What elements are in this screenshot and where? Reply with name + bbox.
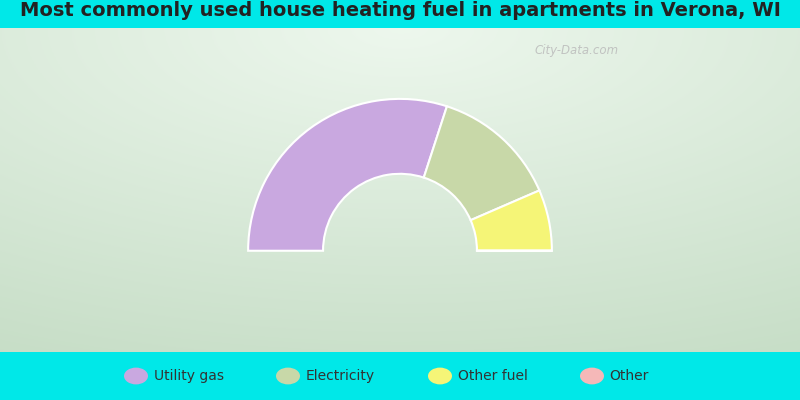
Ellipse shape: [276, 368, 300, 384]
Wedge shape: [470, 190, 552, 251]
Text: City-Data.com: City-Data.com: [534, 44, 618, 57]
Text: Other fuel: Other fuel: [458, 369, 527, 383]
Text: Electricity: Electricity: [306, 369, 374, 383]
Text: Utility gas: Utility gas: [154, 369, 224, 383]
Text: Most commonly used house heating fuel in apartments in Verona, WI: Most commonly used house heating fuel in…: [19, 0, 781, 20]
Wedge shape: [248, 99, 447, 251]
Wedge shape: [424, 106, 539, 220]
Ellipse shape: [124, 368, 148, 384]
Ellipse shape: [428, 368, 452, 384]
Ellipse shape: [580, 368, 604, 384]
Text: Other: Other: [610, 369, 649, 383]
